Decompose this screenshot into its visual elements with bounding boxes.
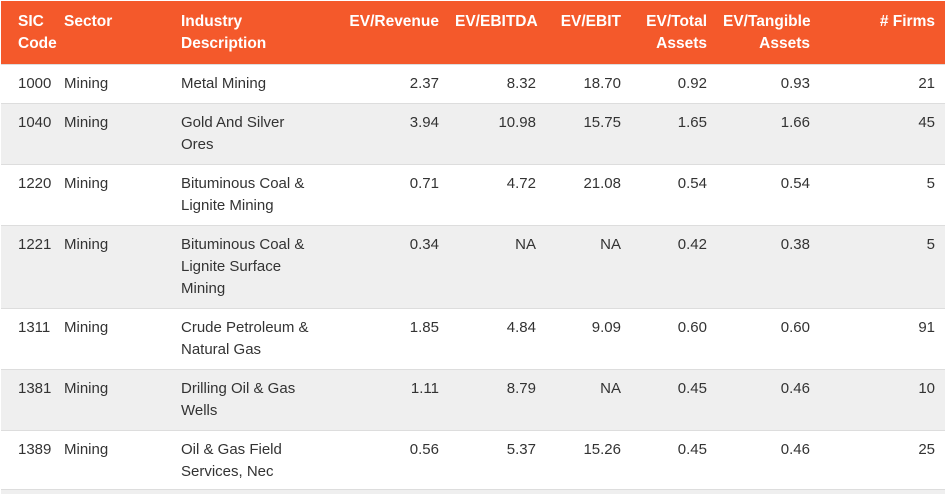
cell-firms: 25: [818, 430, 945, 491]
table-header: SIC Code Sector Industry Description EV/…: [1, 1, 945, 65]
cell-sic-code: 1311: [1, 308, 56, 370]
cell-ev-revenue: 0.71: [329, 164, 447, 226]
header-ev-ebit[interactable]: EV/EBIT: [544, 1, 629, 65]
cell-ev-tangible-assets: 0.46: [715, 430, 818, 491]
cell-sic-code: 1000: [1, 64, 56, 104]
cell-sector: Mining: [56, 164, 173, 226]
cell-ev-total-assets: 0.42: [629, 225, 715, 309]
cell-firms: 10: [818, 369, 945, 431]
table-row: 1000 Mining Metal Mining 2.37 8.32 18.70…: [1, 64, 945, 104]
cell-ev-tangible-assets: 0.93: [715, 64, 818, 104]
cell-ev-revenue: 1.85: [329, 308, 447, 370]
cell-firms: 5: [818, 225, 945, 309]
cell-sic-code: 1389: [1, 430, 56, 491]
cell-sector: Mining: [56, 369, 173, 431]
table-row: 1381 Mining Drilling Oil & Gas Wells 1.1…: [1, 369, 945, 431]
cell-sector: Mining: [56, 308, 173, 370]
cell-ev-ebit: 21.08: [544, 164, 629, 226]
cell-sic-code: 1381: [1, 369, 56, 431]
cell-ev-ebitda: 8.79: [447, 369, 544, 431]
cell-ev-ebitda: 10.98: [447, 103, 544, 165]
cell-ev-total-assets: 0.60: [629, 308, 715, 370]
cell-ev-ebitda: 8.32: [447, 64, 544, 104]
cell-sector: Mining: [56, 103, 173, 165]
cell-ev-revenue: 3.94: [329, 103, 447, 165]
table-row: 1389 Mining Oil & Gas Field Services, Ne…: [1, 430, 945, 491]
header-industry-description[interactable]: Industry Description: [173, 1, 329, 65]
cell-ev-total-assets: 0.45: [629, 369, 715, 431]
cell-ev-ebitda: 4.84: [447, 308, 544, 370]
cell-ev-total-assets: 0.92: [629, 64, 715, 104]
cell-industry: Bituminous Coal & Lignite Surface Mining: [173, 225, 329, 309]
table-row: 1311 Mining Crude Petroleum & Natural Ga…: [1, 308, 945, 370]
header-sic-code[interactable]: SIC Code: [1, 1, 57, 65]
header-sector[interactable]: Sector: [56, 1, 173, 65]
cell-firms: 45: [818, 103, 945, 165]
cell-ev-revenue: 0.34: [329, 225, 447, 309]
cell-ev-tangible-assets: 0.54: [715, 164, 818, 226]
cell-firms: 21: [818, 64, 945, 104]
table-row: 1220 Mining Bituminous Coal & Lignite Mi…: [1, 164, 945, 226]
cell-industry: Crude Petroleum & Natural Gas: [173, 308, 329, 370]
cell-ev-revenue: 2.37: [329, 64, 447, 104]
cell-sector: Mining: [56, 430, 173, 491]
cell-ev-tangible-assets: 0.46: [715, 369, 818, 431]
header-ev-tangible-assets[interactable]: EV/Tangible Assets: [715, 1, 818, 65]
table-row: 1221 Mining Bituminous Coal & Lignite Su…: [1, 225, 945, 309]
cell-ev-tangible-assets: 0.60: [715, 308, 818, 370]
next-row-edge: [1, 489, 945, 494]
cell-ev-ebit: NA: [544, 369, 629, 431]
cell-firms: 5: [818, 164, 945, 226]
cell-ev-ebit: 18.70: [544, 64, 629, 104]
cell-industry: Metal Mining: [173, 64, 329, 104]
cell-ev-ebit: 15.26: [544, 430, 629, 491]
cell-industry: Bituminous Coal & Lignite Mining: [173, 164, 329, 226]
cell-ev-ebit: 9.09: [544, 308, 629, 370]
cell-sector: Mining: [56, 64, 173, 104]
cell-ev-tangible-assets: 0.38: [715, 225, 818, 309]
cell-ev-ebit: 15.75: [544, 103, 629, 165]
header-row: SIC Code Sector Industry Description EV/…: [1, 1, 945, 65]
cell-ev-tangible-assets: 1.66: [715, 103, 818, 165]
cell-sic-code: 1221: [1, 225, 56, 309]
cell-industry: Oil & Gas Field Services, Nec: [173, 430, 329, 491]
cell-ev-total-assets: 0.54: [629, 164, 715, 226]
cell-ev-revenue: 0.56: [329, 430, 447, 491]
cell-ev-ebitda: 5.37: [447, 430, 544, 491]
cell-firms: 91: [818, 308, 945, 370]
cell-sic-code: 1220: [1, 164, 56, 226]
table-row: 1040 Mining Gold And Silver Ores 3.94 10…: [1, 103, 945, 165]
cell-industry: Gold And Silver Ores: [173, 103, 329, 165]
cell-ev-ebitda: 4.72: [447, 164, 544, 226]
cell-ev-revenue: 1.11: [329, 369, 447, 431]
header-firms[interactable]: # Firms: [818, 1, 945, 65]
cell-sic-code: 1040: [1, 103, 56, 165]
cell-ev-total-assets: 0.45: [629, 430, 715, 491]
header-ev-revenue[interactable]: EV/Revenue: [329, 1, 447, 65]
table-body: 1000 Mining Metal Mining 2.37 8.32 18.70…: [1, 64, 945, 491]
header-ev-total-assets[interactable]: EV/Total Assets: [629, 1, 715, 65]
cell-ev-total-assets: 1.65: [629, 103, 715, 165]
cell-industry: Drilling Oil & Gas Wells: [173, 369, 329, 431]
cell-sector: Mining: [56, 225, 173, 309]
cell-ev-ebitda: NA: [447, 225, 544, 309]
header-ev-ebitda[interactable]: EV/EBITDA: [447, 1, 544, 65]
cell-ev-ebit: NA: [544, 225, 629, 309]
